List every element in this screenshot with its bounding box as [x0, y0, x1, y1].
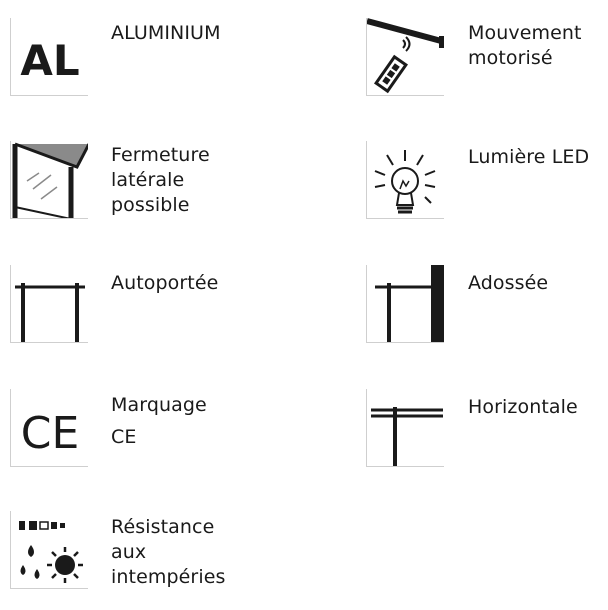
freestanding-frame-icon	[10, 265, 88, 343]
horizontale-label: Horizontale	[468, 395, 578, 420]
label-line: motorisé	[468, 47, 553, 69]
ce-mark-icon-text: CE	[21, 408, 80, 459]
label-line: possible	[111, 194, 190, 216]
aluminium-label: ALUMINIUM	[111, 21, 221, 46]
label-line: Marquage	[111, 394, 207, 416]
ce-mark-icon: CE	[10, 389, 88, 467]
light-bulb-icon	[366, 141, 444, 219]
label-line: Horizontale	[468, 396, 578, 418]
resistance-label: Résistance aux intempéries	[111, 515, 226, 590]
fermeture-label: Fermeture latérale possible	[111, 143, 210, 218]
weather-icon	[10, 511, 88, 589]
motorise-label: Mouvement motorisé	[468, 21, 582, 71]
aluminium-icon-text: AL	[20, 36, 79, 85]
label-line: latérale	[111, 169, 185, 191]
remote-control-icon	[366, 18, 444, 96]
adossee-label: Adossée	[468, 271, 548, 296]
label-line: Fermeture	[111, 144, 210, 166]
horizontal-frame-icon	[366, 389, 444, 467]
label-line: Autoportée	[111, 272, 219, 294]
marquage-label: Marquage CE	[111, 393, 207, 450]
label-line: intempéries	[111, 566, 226, 588]
label-line: ALUMINIUM	[111, 22, 221, 44]
label-line: CE	[111, 426, 137, 448]
wall-mounted-frame-icon	[366, 265, 444, 343]
label-line: Résistance	[111, 516, 215, 538]
label-line: Mouvement	[468, 22, 582, 44]
label-line: Lumière LED	[468, 146, 590, 168]
autoportee-label: Autoportée	[111, 271, 218, 296]
led-label: Lumière LED	[468, 145, 589, 170]
label-line: Adossée	[468, 272, 549, 294]
side-panel-icon	[10, 141, 88, 219]
aluminium-icon: AL	[10, 18, 88, 96]
label-line: aux	[111, 541, 147, 563]
